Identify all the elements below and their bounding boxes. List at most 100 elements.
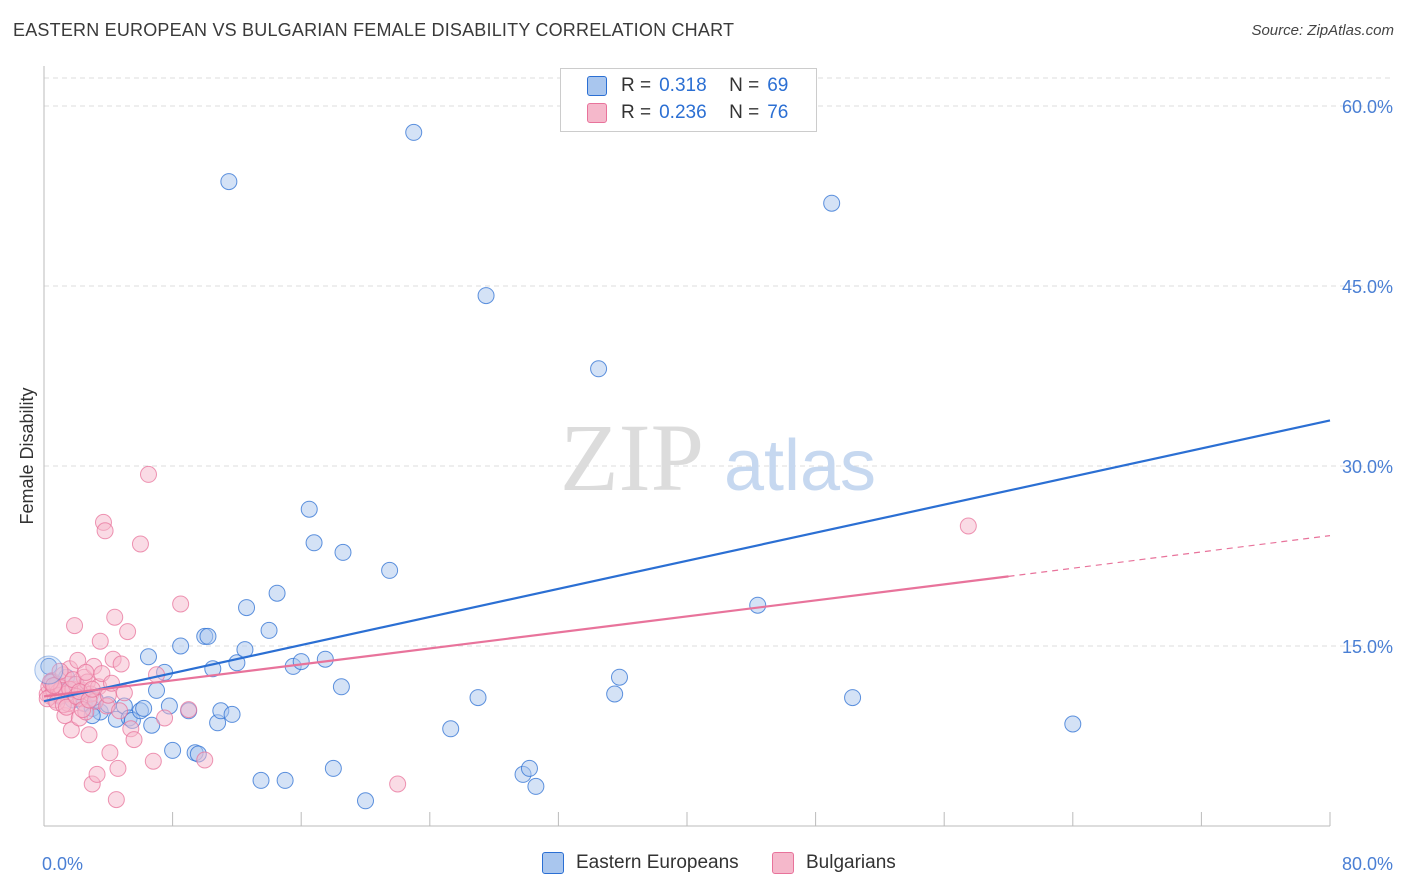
bulgarian-point — [111, 702, 129, 720]
y-tick-label: 15.0% — [1342, 637, 1393, 657]
legend-swatch-blue — [542, 852, 564, 874]
source-credit: Source: ZipAtlas.com — [1251, 22, 1394, 39]
watermark-zip: ZIP — [560, 404, 704, 511]
legend-n-value: 76 — [767, 102, 789, 123]
legend-label: Eastern Europeans — [576, 852, 739, 873]
y-tick-label: 60.0% — [1342, 97, 1393, 117]
eastern-european-point — [260, 621, 278, 639]
bulgarian-point — [196, 751, 214, 769]
x-tick-label: 0.0% — [42, 854, 83, 874]
bulgarian-point — [62, 721, 80, 739]
legend-n-label: N = — [729, 75, 760, 96]
trend-lines — [43, 419, 1331, 703]
legend-swatch-pink — [587, 103, 607, 123]
eastern-european-point — [276, 771, 294, 789]
eastern-european-point — [34, 655, 64, 685]
bulgarian-point — [115, 684, 133, 702]
eastern-european-point — [332, 678, 350, 696]
bulgarian-point — [144, 752, 162, 770]
eastern-european-point — [527, 777, 545, 795]
bulgarian-point — [77, 663, 95, 681]
data-points — [34, 109, 1082, 810]
eastern-european-point — [606, 685, 624, 703]
watermark-atlas: atlas — [724, 426, 876, 506]
eastern-european-point — [223, 705, 241, 723]
y-axis-title: Female Disability — [17, 387, 37, 524]
eastern-european-point — [143, 716, 161, 734]
eastern-european-point — [357, 792, 374, 810]
bulgarian-point — [101, 744, 119, 762]
watermark: ZIP atlas — [560, 404, 876, 511]
bulgarian-point — [131, 535, 149, 553]
eastern-european-point — [324, 759, 342, 777]
legend-r-value: 0.236 — [659, 102, 707, 123]
bulgarian-trend-extension — [1008, 535, 1331, 577]
eastern-european-point — [139, 648, 157, 666]
bulgarian-point — [45, 677, 63, 695]
bulgarian-point — [91, 632, 109, 650]
eastern-european-point — [172, 637, 190, 655]
chart-title: EASTERN EUROPEAN VS BULGARIAN FEMALE DIS… — [13, 20, 735, 40]
eastern-european-point — [238, 599, 256, 617]
stats-legend: R = 0.318 N = 69 R = 0.236 N = 76 — [560, 68, 817, 132]
eastern-european-point — [1064, 715, 1082, 733]
bulgarian-point — [180, 701, 198, 719]
bottom-legend-bulgarians[interactable]: Bulgarians — [772, 852, 896, 874]
eastern-european-point — [334, 543, 352, 561]
eastern-european-point — [148, 681, 166, 699]
bulgarian-point — [156, 709, 174, 727]
legend-swatch-blue — [587, 76, 607, 96]
eastern-european-point — [316, 650, 334, 668]
bulgarian-point — [139, 465, 157, 483]
eastern-european-point — [220, 173, 238, 191]
y-tick-label: 45.0% — [1342, 277, 1393, 297]
bulgarian-point — [119, 623, 137, 641]
grid-lines — [44, 77, 1394, 647]
eastern-european-point — [305, 534, 323, 552]
legend-n-label: N = — [729, 102, 760, 123]
bulgarian-point — [51, 662, 69, 680]
x-tick-label: 80.0% — [1342, 854, 1393, 874]
legend-label: Bulgarians — [806, 852, 896, 873]
eastern-european-point — [405, 123, 423, 141]
bulgarian-point — [96, 522, 114, 540]
bulgarian-point — [172, 595, 190, 613]
bulgarian-point — [125, 731, 143, 749]
legend-swatch-pink — [772, 852, 794, 874]
bottom-legend-eastern-europeans[interactable]: Eastern Europeans — [542, 852, 739, 874]
legend-row-bulgarians: R = 0.236 N = 76 — [587, 100, 788, 126]
eastern-european-point — [252, 771, 270, 789]
eastern-european-point — [520, 759, 538, 777]
eastern-european-point — [164, 741, 182, 759]
eastern-european-point — [199, 627, 217, 645]
eastern-european-point — [590, 360, 608, 378]
eastern-european-point — [610, 668, 628, 686]
bulgarian-point — [88, 765, 106, 783]
bulgarian-trend-line — [43, 575, 1009, 698]
eastern-european-point — [381, 561, 399, 579]
legend-n-value: 69 — [767, 75, 789, 96]
eastern-european-point — [300, 500, 318, 518]
eastern-european-point — [469, 689, 487, 707]
axis-labels: 15.0% 30.0% 45.0% 60.0% 0.0% 80.0% Female Disa… — [17, 97, 1393, 874]
eastern-european-point — [292, 653, 310, 671]
bulgarian-point — [80, 726, 98, 744]
bulgarian-point — [389, 775, 407, 793]
y-tick-label: 30.0% — [1342, 457, 1393, 477]
eastern-european-point — [477, 287, 495, 305]
legend-row-eastern-europeans: R = 0.318 N = 69 — [587, 73, 788, 99]
bulgarian-point — [109, 759, 127, 777]
bulgarian-point — [107, 791, 125, 809]
eastern-european-point — [135, 699, 153, 717]
eastern-european-point — [823, 194, 841, 212]
bulgarian-point — [959, 517, 977, 535]
eastern-european-point — [268, 584, 286, 602]
eastern-european-point — [844, 689, 862, 707]
legend-r-label: R = — [621, 75, 652, 96]
bulgarian-point — [66, 617, 84, 635]
eastern-european-point — [749, 596, 767, 614]
eastern-european-trend-line — [43, 419, 1331, 703]
bulgarian-point — [69, 651, 87, 669]
eastern-european-point — [442, 720, 460, 738]
